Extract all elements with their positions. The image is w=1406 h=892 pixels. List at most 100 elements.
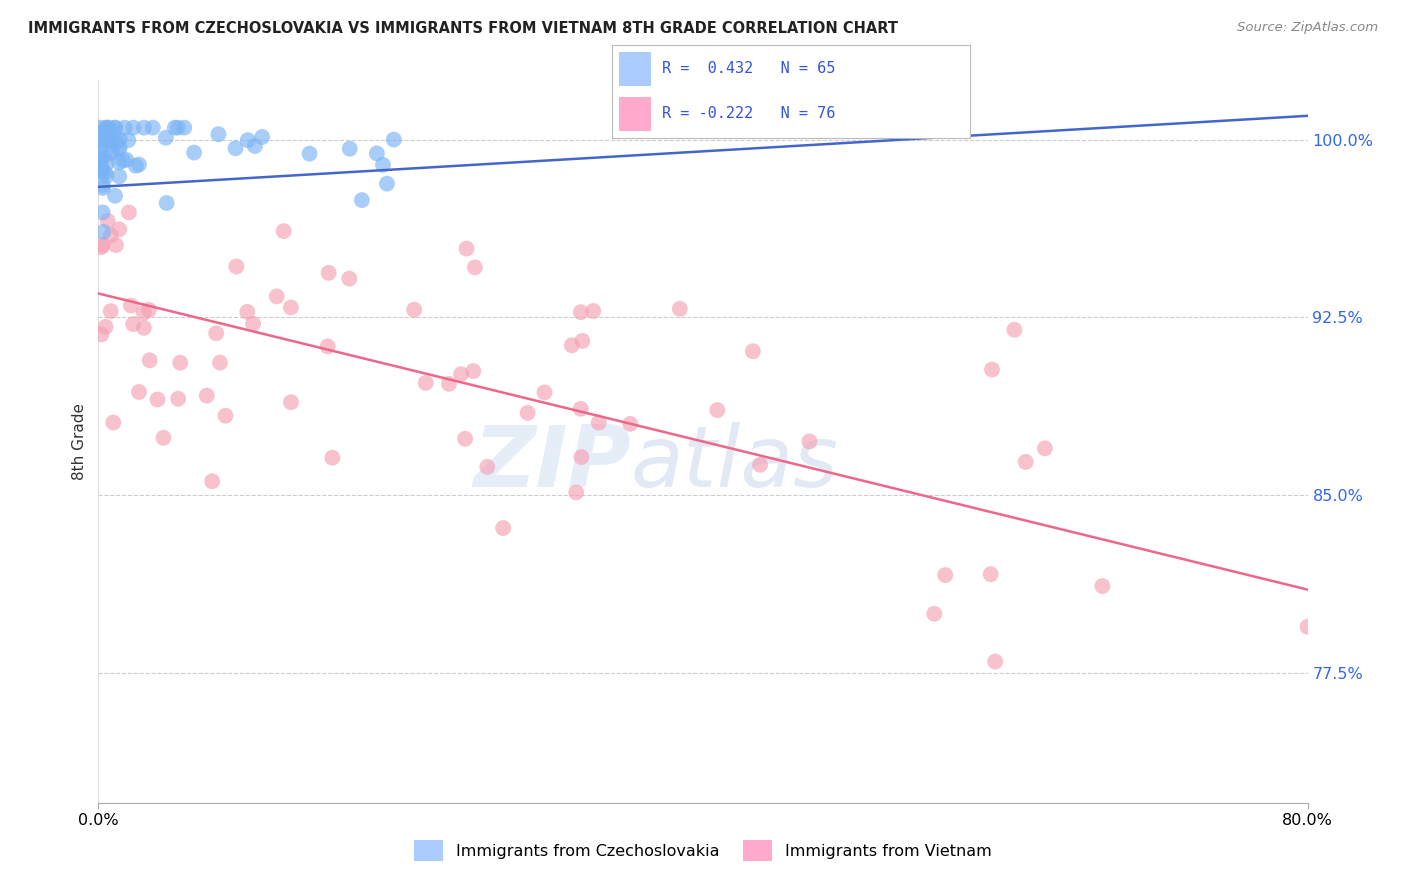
Point: [146, 392, 169, 407]
Point: [108, 132, 131, 146]
Point: [984, 655, 1007, 669]
Point: [318, 266, 340, 280]
Point: [273, 224, 295, 238]
Point: [117, 133, 139, 147]
Point: [250, 130, 273, 145]
Point: [366, 146, 388, 161]
Point: [571, 450, 593, 464]
Point: [96, 120, 118, 135]
Point: [464, 260, 486, 275]
Point: [166, 120, 188, 135]
Point: [93, 150, 115, 164]
Point: [236, 133, 259, 147]
Point: [706, 403, 728, 417]
Point: [96, 156, 118, 170]
Point: [108, 141, 131, 155]
Point: [669, 301, 692, 316]
Point: [89, 153, 111, 168]
Point: [799, 434, 821, 449]
Point: [236, 305, 259, 319]
Bar: [619, 52, 651, 86]
Point: [1002, 323, 1025, 337]
Point: [980, 567, 1002, 582]
Point: [105, 135, 128, 149]
Point: [949, 120, 972, 135]
Point: [114, 120, 136, 135]
Point: [280, 395, 302, 409]
Point: [122, 120, 145, 135]
Point: [298, 146, 321, 161]
Point: [93, 225, 115, 239]
Point: [100, 146, 122, 161]
Point: [120, 299, 142, 313]
Point: [100, 228, 122, 243]
Point: [266, 289, 288, 303]
Point: [981, 362, 1004, 376]
Point: [90, 327, 112, 342]
Point: [98, 133, 121, 147]
Point: [588, 416, 610, 430]
Point: [97, 214, 120, 228]
Point: [516, 406, 538, 420]
Point: [139, 353, 162, 368]
Point: [375, 177, 398, 191]
Point: [183, 145, 205, 160]
Point: [155, 130, 177, 145]
Point: [242, 317, 264, 331]
Point: [565, 485, 588, 500]
Point: [91, 205, 114, 219]
Point: [96, 133, 118, 147]
Point: [112, 153, 135, 168]
Point: [101, 145, 124, 159]
Point: [214, 409, 236, 423]
Text: atlas: atlas: [630, 422, 838, 505]
Point: [456, 242, 478, 256]
Point: [208, 356, 231, 370]
Point: [97, 120, 120, 135]
Point: [90, 132, 112, 146]
Point: [1033, 442, 1056, 456]
Point: [96, 169, 118, 183]
Point: [91, 238, 114, 252]
Point: [207, 127, 229, 141]
Point: [1091, 579, 1114, 593]
Point: [104, 188, 127, 202]
Point: [96, 120, 118, 135]
Point: [103, 128, 125, 142]
Point: [90, 240, 112, 254]
Point: [142, 120, 165, 135]
Point: [128, 384, 150, 399]
Point: [90, 160, 112, 174]
Point: [492, 521, 515, 535]
Text: ZIP: ZIP: [472, 422, 630, 505]
Legend: Immigrants from Czechoslovakia, Immigrants from Vietnam: Immigrants from Czechoslovakia, Immigran…: [408, 834, 998, 867]
Point: [533, 385, 555, 400]
Point: [89, 151, 111, 165]
Point: [91, 178, 114, 193]
Point: [108, 155, 131, 169]
Text: R =  0.432   N = 65: R = 0.432 N = 65: [662, 61, 835, 76]
Point: [201, 475, 224, 489]
Point: [90, 164, 112, 178]
Point: [125, 159, 148, 173]
Point: [91, 165, 114, 179]
Point: [415, 376, 437, 390]
Point: [382, 133, 405, 147]
Point: [94, 166, 117, 180]
Point: [225, 141, 247, 155]
Point: [108, 222, 131, 236]
Point: [118, 205, 141, 219]
Point: [316, 339, 339, 353]
Point: [619, 417, 641, 431]
Point: [132, 306, 155, 320]
Point: [225, 260, 247, 274]
Point: [91, 136, 114, 150]
Point: [924, 607, 946, 621]
Point: [122, 317, 145, 331]
Point: [371, 158, 394, 172]
Point: [741, 344, 763, 359]
Point: [195, 389, 218, 403]
Point: [156, 196, 179, 211]
Text: IMMIGRANTS FROM CZECHOSLOVAKIA VS IMMIGRANTS FROM VIETNAM 8TH GRADE CORRELATION : IMMIGRANTS FROM CZECHOSLOVAKIA VS IMMIGR…: [28, 21, 898, 37]
Point: [89, 134, 111, 148]
